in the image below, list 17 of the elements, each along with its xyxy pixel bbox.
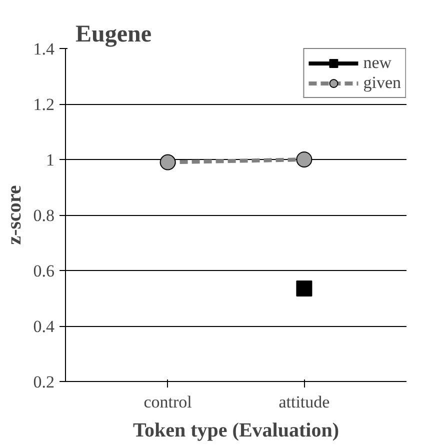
x-axis-title: Token type (Evaluation): [133, 420, 339, 442]
point: [296, 152, 312, 168]
y-tick-label: 0.6: [33, 262, 54, 280]
x-tick-label: control: [144, 392, 192, 412]
y-tick-label: 1.2: [33, 95, 54, 114]
legend-label: new: [363, 53, 392, 73]
legend-label: given: [363, 73, 401, 93]
y-axis-title: z-score: [3, 185, 26, 245]
point: [160, 154, 176, 170]
y-tick-label: 0.4: [33, 317, 55, 336]
y-tick-label: 0.8: [33, 206, 54, 225]
point: [296, 280, 312, 297]
y-tick-label: 1.4: [33, 40, 55, 58]
y-tick-label: 1: [46, 150, 54, 170]
y-tick-label: 0.2: [33, 372, 54, 392]
chart-title: Eugene: [76, 22, 152, 48]
x-tick-label: attitude: [278, 392, 330, 412]
